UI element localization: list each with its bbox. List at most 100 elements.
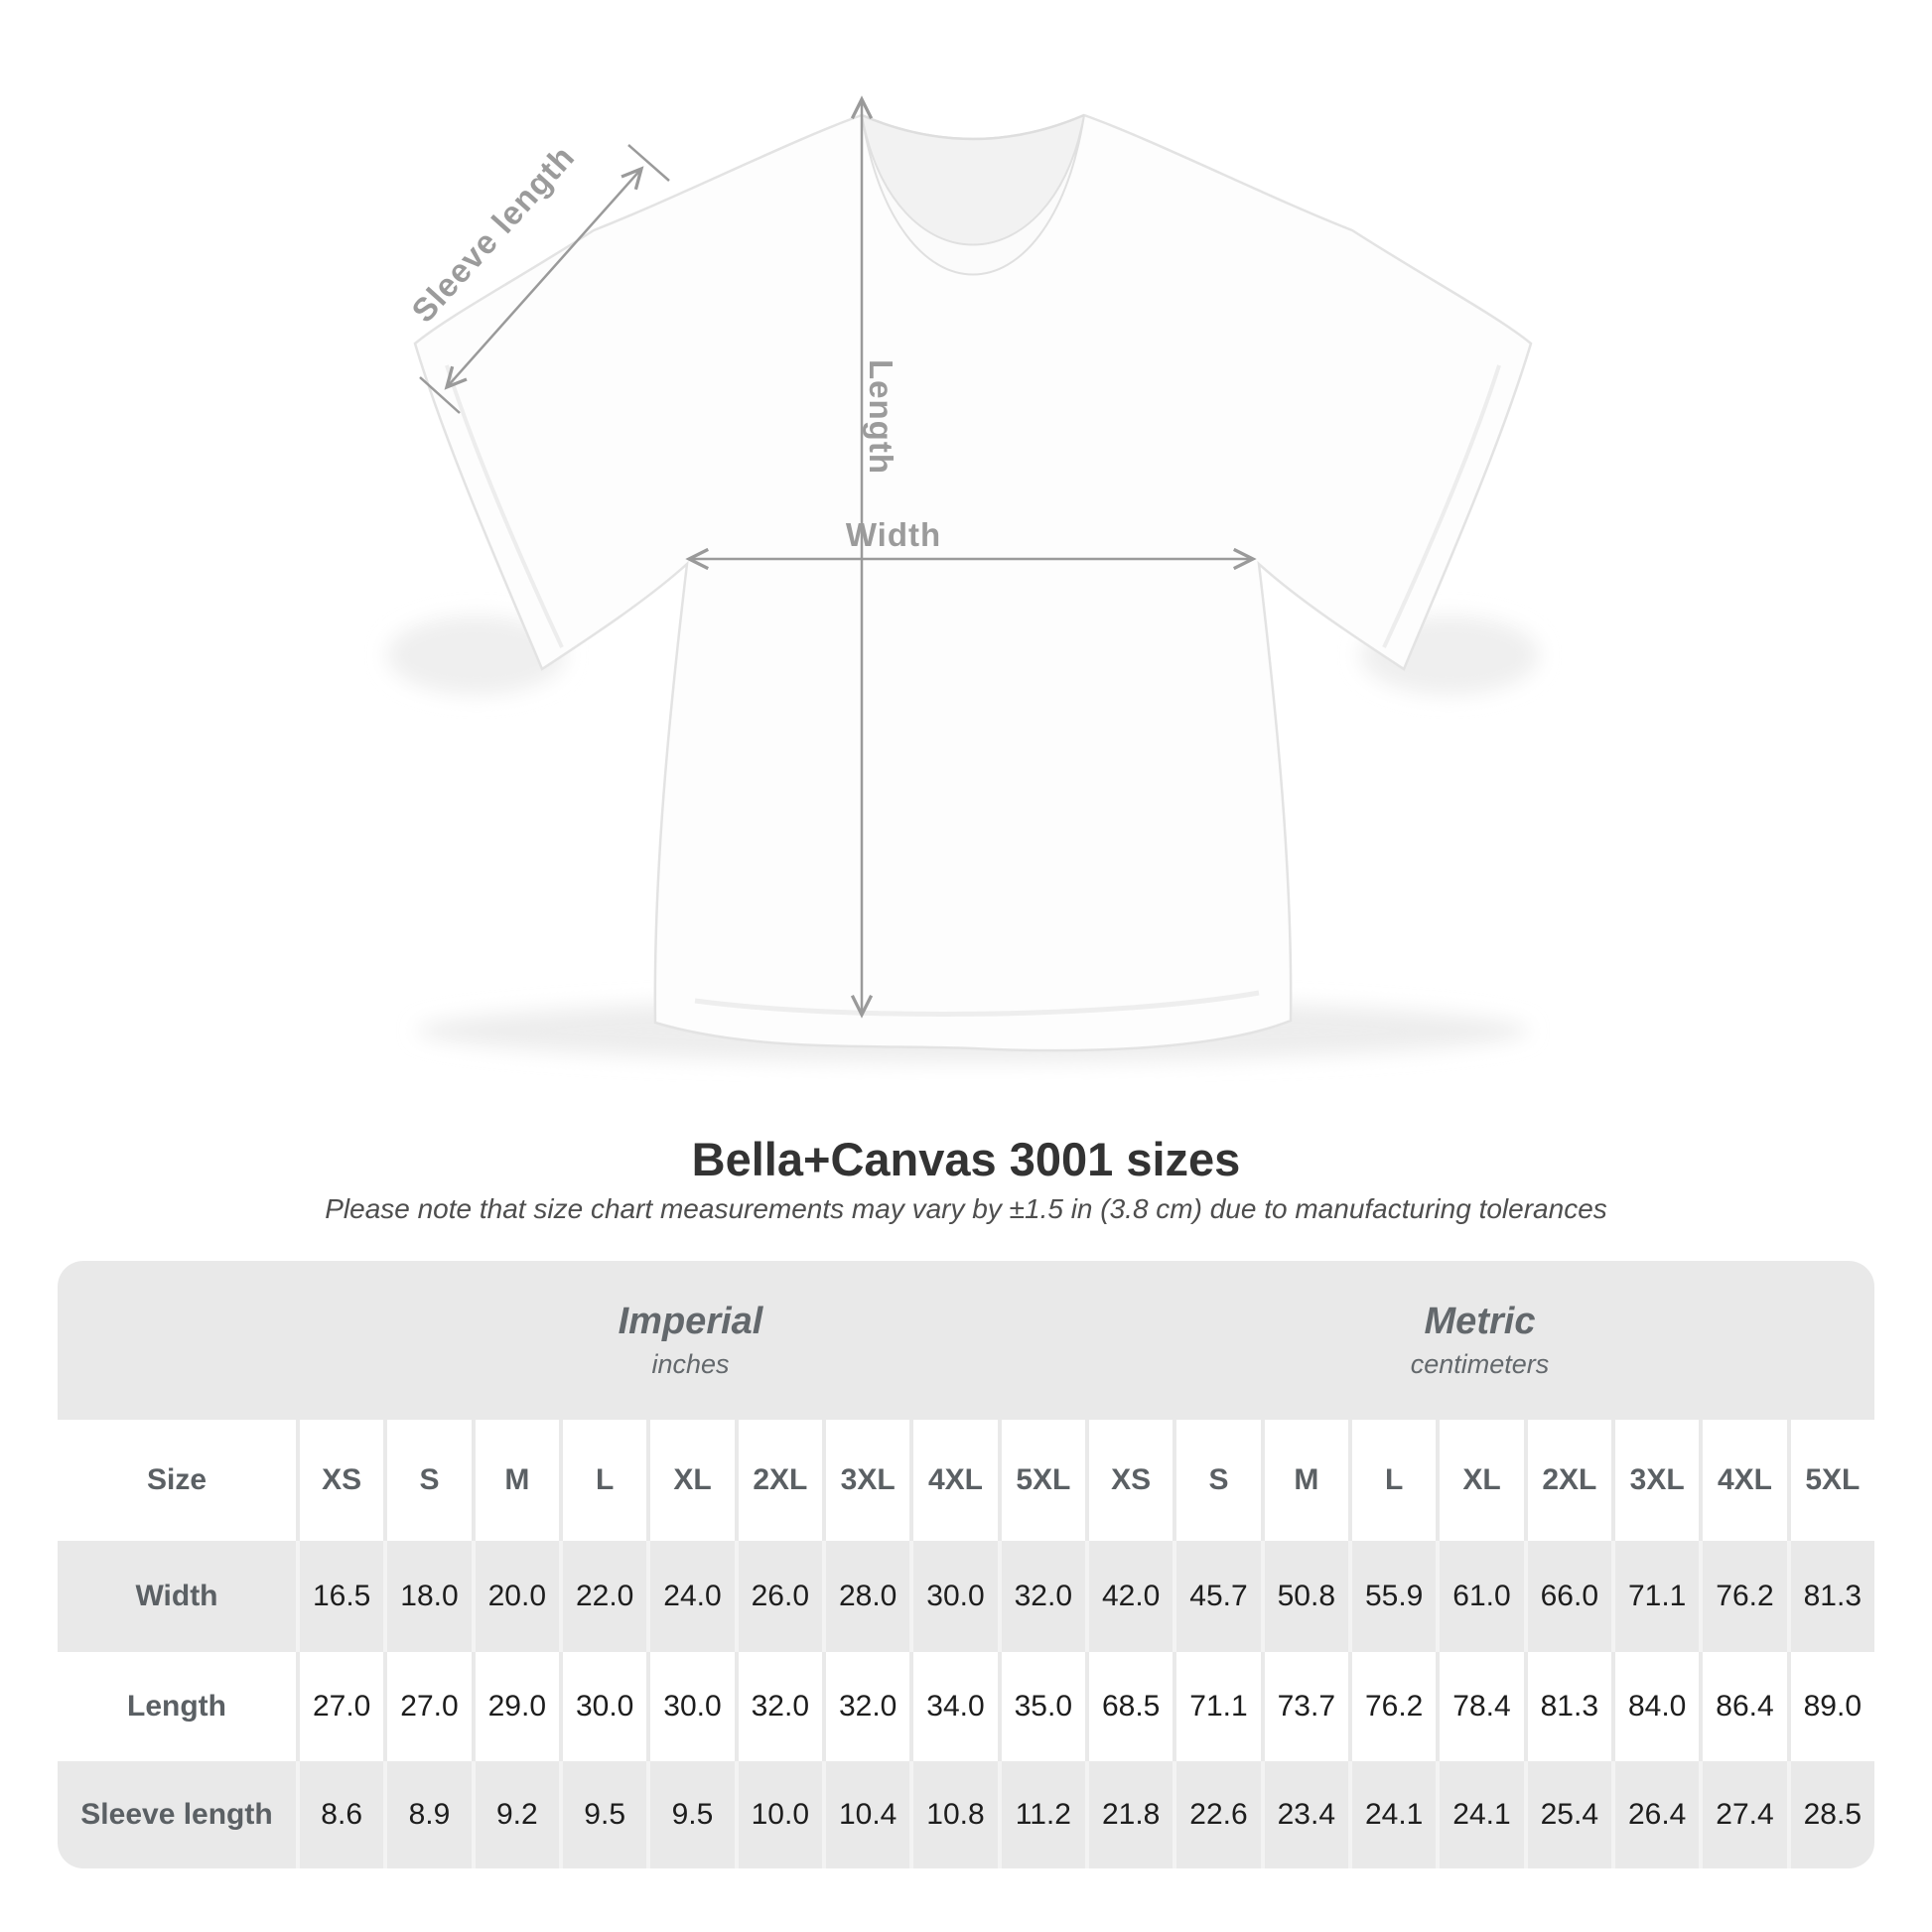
length-imperial-value: 27.0 <box>296 1652 384 1761</box>
size-col-header-imperial: 2XL <box>734 1420 822 1541</box>
table-group-header-row: Imperial inches Metric centimeters <box>58 1261 1874 1420</box>
length-metric-value: 81.3 <box>1523 1652 1611 1761</box>
row-label: Length <box>58 1652 296 1761</box>
sleeve-imperial-value: 8.6 <box>296 1761 383 1868</box>
length-imperial-value: 35.0 <box>997 1652 1085 1761</box>
size-col-header-metric: XS <box>1085 1420 1173 1541</box>
length-metric-value: 78.4 <box>1436 1652 1524 1761</box>
width-imperial-value: 18.0 <box>383 1541 471 1652</box>
width-imperial-value: 26.0 <box>734 1541 822 1652</box>
table-row-width: Width 16.5 18.0 20.0 22.0 24.0 26.0 28.0… <box>58 1541 1874 1652</box>
imperial-group-header: Imperial inches <box>296 1261 1085 1420</box>
width-imperial-value: 22.0 <box>559 1541 646 1652</box>
imperial-title: Imperial <box>618 1301 763 1342</box>
width-imperial-value: 32.0 <box>997 1541 1085 1652</box>
length-metric-value: 71.1 <box>1173 1652 1261 1761</box>
width-metric-value: 81.3 <box>1786 1541 1874 1652</box>
hem-stitch <box>694 990 1260 1017</box>
size-table: Imperial inches Metric centimeters Size … <box>58 1261 1874 1868</box>
size-col-header-metric: M <box>1260 1420 1348 1541</box>
tshirt-body <box>413 113 1533 1052</box>
sleeve-metric-value: 23.4 <box>1260 1761 1348 1868</box>
length-imperial-value: 34.0 <box>909 1652 998 1761</box>
length-imperial-value: 32.0 <box>734 1652 822 1761</box>
sleeve-arrow-start-tick <box>419 376 461 414</box>
sleeve-imperial-value: 8.9 <box>383 1761 471 1868</box>
row-label: Sleeve length <box>80 1798 273 1831</box>
length-metric-value: 76.2 <box>1348 1652 1437 1761</box>
corner-header: Size <box>58 1420 296 1541</box>
size-header-row: Size XS S M L XL 2XL 3XL 4XL 5XL XS S M … <box>58 1420 1874 1541</box>
width-imperial-value: 16.5 <box>296 1541 383 1652</box>
sleeve-imperial-value: 9.5 <box>559 1761 646 1868</box>
sleeve-imperial-value: 10.4 <box>822 1761 909 1868</box>
left-cuff-stitch <box>445 364 564 648</box>
size-col-header-metric: 2XL <box>1523 1420 1611 1541</box>
size-col-header-metric: XL <box>1436 1420 1524 1541</box>
size-col-header-metric: 3XL <box>1611 1420 1700 1541</box>
length-metric-value: 89.0 <box>1786 1652 1874 1761</box>
width-label: Width <box>846 516 941 553</box>
table-row-sleeve-length: Sleeve length 8.6 8.9 9.2 9.5 9.5 10.0 1… <box>58 1761 1874 1868</box>
sleeve-arrow-end-tick <box>627 144 670 182</box>
page-subtitle: Please note that size chart measurements… <box>325 1193 1607 1224</box>
size-col-header-imperial: L <box>559 1420 647 1541</box>
sleeve-metric-value: 24.1 <box>1436 1761 1523 1868</box>
length-imperial-value: 30.0 <box>559 1652 647 1761</box>
length-imperial-value: 29.0 <box>471 1652 559 1761</box>
metric-title: Metric <box>1424 1301 1536 1342</box>
page-title: Bella+Canvas 3001 sizes <box>691 1133 1241 1185</box>
width-metric-value: 76.2 <box>1699 1541 1786 1652</box>
size-col-header-metric: S <box>1173 1420 1261 1541</box>
tshirt-diagram: Sleeve length Length Width <box>387 95 1539 1062</box>
table-row-length: Length 27.0 27.0 29.0 30.0 30.0 32.0 32.… <box>58 1652 1874 1761</box>
sleeve-length-arrow <box>419 144 670 414</box>
width-metric-value: 61.0 <box>1436 1541 1523 1652</box>
sleeve-metric-value: 27.4 <box>1699 1761 1786 1868</box>
width-metric-value: 66.0 <box>1523 1541 1611 1652</box>
sleeve-metric-value: 24.1 <box>1348 1761 1436 1868</box>
length-metric-value: 86.4 <box>1699 1652 1787 1761</box>
size-col-header-imperial: 3XL <box>822 1420 910 1541</box>
collar-opening <box>862 115 1084 245</box>
right-cuff-stitch <box>1382 364 1501 648</box>
width-metric-value: 50.8 <box>1260 1541 1348 1652</box>
size-col-header-imperial: 4XL <box>909 1420 998 1541</box>
sleeve-imperial-value: 10.8 <box>909 1761 997 1868</box>
row-label: Width <box>135 1580 218 1612</box>
width-metric-value: 45.7 <box>1173 1541 1260 1652</box>
length-metric-value: 84.0 <box>1611 1652 1700 1761</box>
length-metric-value: 73.7 <box>1260 1652 1348 1761</box>
sleeve-imperial-value: 10.0 <box>734 1761 822 1868</box>
sleeve-metric-value: 22.6 <box>1173 1761 1260 1868</box>
length-imperial-value: 32.0 <box>822 1652 910 1761</box>
width-imperial-value: 24.0 <box>646 1541 734 1652</box>
sleeve-imperial-value: 9.2 <box>471 1761 559 1868</box>
width-metric-value: 71.1 <box>1611 1541 1699 1652</box>
size-col-header-metric: L <box>1348 1420 1437 1541</box>
metric-unit: centimeters <box>1410 1349 1550 1379</box>
imperial-unit: inches <box>651 1349 730 1379</box>
tshirt-illustration <box>413 113 1533 1052</box>
sleeve-metric-value: 21.8 <box>1085 1761 1173 1868</box>
sleeve-imperial-value: 11.2 <box>997 1761 1085 1868</box>
width-metric-value: 55.9 <box>1348 1541 1436 1652</box>
width-imperial-value: 28.0 <box>822 1541 909 1652</box>
sleeve-metric-value: 25.4 <box>1523 1761 1611 1868</box>
dimension-lines <box>419 95 1257 1019</box>
width-imperial-value: 30.0 <box>909 1541 997 1652</box>
size-col-header-metric: 4XL <box>1699 1420 1787 1541</box>
size-col-header-imperial: XL <box>646 1420 735 1541</box>
sleeve-metric-value: 28.5 <box>1786 1761 1874 1868</box>
group-corner-spacer <box>58 1261 296 1420</box>
width-metric-value: 42.0 <box>1085 1541 1173 1652</box>
length-imperial-value: 30.0 <box>646 1652 735 1761</box>
metric-group-header: Metric centimeters <box>1085 1261 1874 1420</box>
sleeve-metric-value: 26.4 <box>1611 1761 1699 1868</box>
collar-top-edge <box>861 113 1085 141</box>
size-col-header-imperial: XS <box>296 1420 384 1541</box>
length-metric-value: 68.5 <box>1085 1652 1173 1761</box>
length-imperial-value: 27.0 <box>383 1652 472 1761</box>
size-col-header-imperial: S <box>383 1420 472 1541</box>
